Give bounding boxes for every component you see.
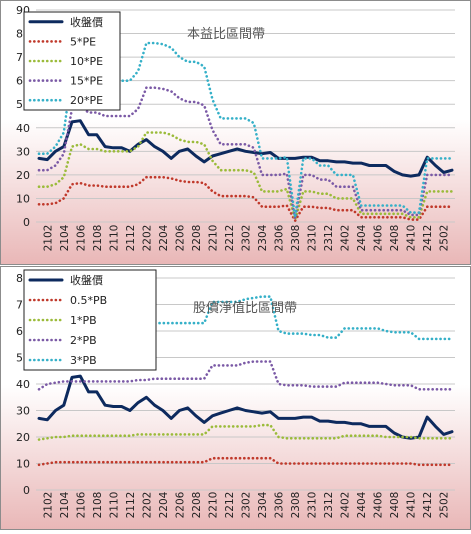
x-tick-label: 2408 xyxy=(389,492,401,519)
x-tick-label: 2102 xyxy=(42,492,54,519)
legend-label: 10*PE xyxy=(70,55,103,68)
y-tick-label: 0 xyxy=(23,216,30,229)
series-line-1 xyxy=(37,456,454,467)
legend-label: 20*PE xyxy=(70,94,103,107)
x-tick-label: 2310 xyxy=(307,225,319,252)
y-tick-label: 30 xyxy=(16,145,30,158)
y-tick-label: 10 xyxy=(16,458,30,471)
legend-label: 1*PB xyxy=(70,314,97,327)
x-tick-label: 2502 xyxy=(439,492,451,519)
x-tick-label: 2304 xyxy=(257,491,269,518)
x-tick-label: 2108 xyxy=(92,492,104,519)
x-tick-label: 2208 xyxy=(191,225,203,252)
x-tick-label: 2106 xyxy=(75,224,87,251)
series-line-4 xyxy=(37,41,454,219)
x-tick-label: 2110 xyxy=(108,492,120,519)
series-line-2 xyxy=(37,423,454,441)
x-tick-label: 2404 xyxy=(356,224,368,251)
x-tick-label: 2312 xyxy=(323,492,335,519)
chart-title: 股價淨值比區間帶 xyxy=(193,300,297,316)
x-tick-label: 2412 xyxy=(422,225,434,252)
series-line-0 xyxy=(37,374,454,440)
x-tick-label: 2408 xyxy=(389,225,401,252)
x-tick-label: 2306 xyxy=(274,491,286,518)
x-tick-label: 2402 xyxy=(340,225,352,252)
x-tick-label: 2204 xyxy=(158,224,170,251)
x-tick-label: 2406 xyxy=(373,491,385,518)
series-line-3 xyxy=(37,86,454,220)
x-tick-label: 2102 xyxy=(42,225,54,252)
x-tick-label: 2502 xyxy=(439,225,451,252)
chart-title: 本益比區間帶 xyxy=(187,27,265,42)
y-tick-label: 30 xyxy=(16,405,30,418)
x-tick-label: 2310 xyxy=(307,492,319,519)
x-tick-label: 2206 xyxy=(174,224,186,251)
legend-label: 收盤價 xyxy=(70,273,103,287)
x-tick-label: 2104 xyxy=(59,491,71,518)
y-tick-label: 20 xyxy=(16,431,30,444)
x-tick-label: 2410 xyxy=(406,225,418,252)
x-tick-label: 2210 xyxy=(207,225,219,252)
y-tick-label: 40 xyxy=(16,122,30,135)
x-tick-label: 2308 xyxy=(290,492,302,519)
x-tick-label: 2112 xyxy=(125,225,137,252)
x-tick-label: 2110 xyxy=(108,225,120,252)
x-tick-label: 2212 xyxy=(224,492,236,519)
x-tick-label: 2208 xyxy=(191,492,203,519)
x-tick-label: 2406 xyxy=(373,224,385,251)
x-tick-label: 2404 xyxy=(356,491,368,518)
x-tick-label: 2304 xyxy=(257,224,269,251)
legend-label: 收盤價 xyxy=(70,15,103,29)
x-tick-label: 2112 xyxy=(125,492,137,519)
x-tick-label: 2204 xyxy=(158,491,170,518)
legend-label: 5*PE xyxy=(70,35,96,48)
x-tick-label: 2302 xyxy=(241,225,253,252)
x-tick-label: 2308 xyxy=(290,225,302,252)
y-tick-label: 0 xyxy=(23,484,30,497)
series-line-1 xyxy=(37,175,454,223)
x-tick-label: 2108 xyxy=(92,225,104,252)
x-tick-label: 2206 xyxy=(174,491,186,518)
legend-label: 3*PB xyxy=(70,354,97,367)
series-line-0 xyxy=(37,119,454,178)
y-tick-label: 10 xyxy=(16,192,30,205)
x-tick-label: 2306 xyxy=(274,224,286,251)
x-tick-label: 2312 xyxy=(323,225,335,252)
y-tick-label: 20 xyxy=(16,169,30,182)
legend-label: 2*PB xyxy=(70,334,97,347)
x-tick-label: 2202 xyxy=(141,492,153,519)
x-tick-label: 2104 xyxy=(59,224,71,251)
series-line-3 xyxy=(37,360,454,391)
legend-label: 0.5*PB xyxy=(70,294,107,307)
x-tick-label: 2212 xyxy=(224,225,236,252)
x-tick-label: 2302 xyxy=(241,492,253,519)
x-tick-label: 2202 xyxy=(141,225,153,252)
x-tick-label: 2210 xyxy=(207,492,219,519)
x-tick-label: 2402 xyxy=(340,492,352,519)
x-tick-label: 2412 xyxy=(422,492,434,519)
legend-label: 15*PE xyxy=(70,75,103,88)
x-tick-label: 2106 xyxy=(75,491,87,518)
y-tick-label: 40 xyxy=(16,378,30,391)
x-tick-label: 2410 xyxy=(406,492,418,519)
